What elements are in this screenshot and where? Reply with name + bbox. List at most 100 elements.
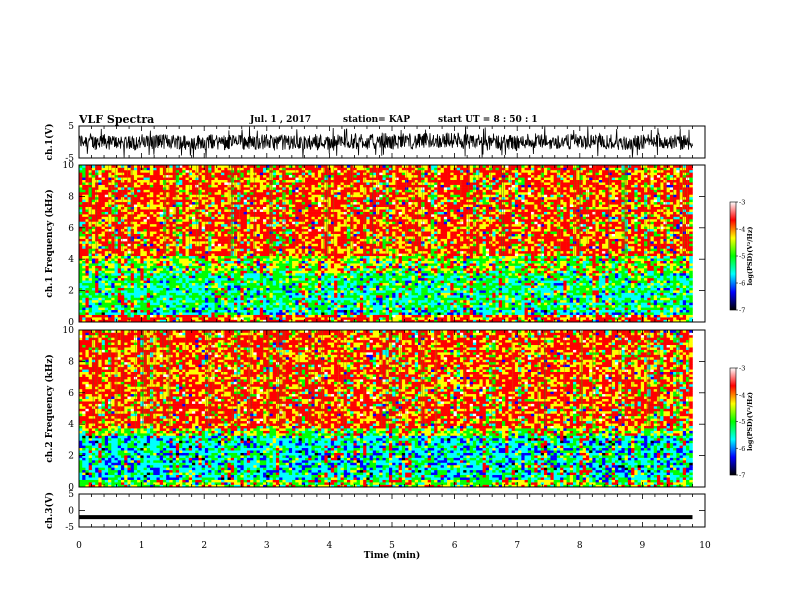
- heatmap-cell: [485, 302, 490, 306]
- heatmap-cell: [175, 312, 180, 315]
- heatmap-cell: [637, 287, 642, 291]
- heatmap-cell: [618, 292, 622, 296]
- heatmap-cell: [95, 277, 99, 281]
- heatmap-cell: [243, 319, 248, 323]
- heatmap-cell: [576, 299, 580, 303]
- heatmap-cell: [214, 282, 219, 286]
- heatmap-cell: [272, 280, 277, 284]
- heatmap-cell: [104, 290, 109, 293]
- heatmap-cell: [379, 317, 383, 320]
- heatmap-cell: [408, 299, 412, 303]
- heatmap-cell: [531, 275, 535, 279]
- heatmap-cell: [579, 295, 583, 298]
- heatmap-cell: [602, 285, 606, 288]
- heatmap-cell: [308, 292, 312, 296]
- heatmap-cell: [653, 272, 658, 276]
- heatmap-cell: [534, 265, 538, 269]
- heatmap-cell: [482, 275, 487, 279]
- heatmap-cell: [579, 275, 583, 279]
- heatmap-cell: [647, 319, 651, 323]
- heatmap-cell: [150, 309, 154, 313]
- heatmap-cell: [366, 287, 370, 291]
- heatmap-cell: [162, 287, 167, 291]
- heatmap-cell: [359, 309, 364, 313]
- heatmap-cell: [237, 297, 241, 301]
- heatmap-cell: [198, 282, 202, 286]
- heatmap-cell: [204, 258, 209, 261]
- heatmap-cell: [592, 287, 596, 291]
- heatmap-cell: [288, 268, 293, 271]
- heatmap-cell: [156, 312, 161, 315]
- heatmap-cell: [450, 260, 454, 264]
- heatmap-cell: [563, 263, 567, 266]
- heatmap-cell: [130, 319, 135, 323]
- heatmap-cell: [521, 314, 525, 318]
- heatmap-cell: [392, 280, 396, 284]
- heatmap-cell: [534, 314, 538, 318]
- heatmap-cell: [679, 265, 684, 269]
- heatmap-cell: [495, 280, 500, 284]
- heatmap-cell: [498, 275, 503, 279]
- heatmap-cell: [398, 285, 403, 288]
- heatmap-cell: [463, 280, 467, 284]
- heatmap-cell: [204, 285, 209, 288]
- heatmap-cell: [453, 309, 458, 313]
- heatmap-cell: [418, 270, 422, 274]
- heatmap-cell: [162, 263, 167, 266]
- heatmap-cell: [227, 265, 232, 269]
- heatmap-cell: [418, 268, 422, 271]
- heatmap-cell: [104, 304, 109, 308]
- heatmap-cell: [614, 290, 619, 293]
- heatmap-cell: [366, 270, 370, 274]
- heatmap-cell: [527, 287, 532, 291]
- heatmap-cell: [453, 295, 458, 298]
- heatmap-cell: [569, 270, 574, 274]
- heatmap-cell: [466, 295, 470, 298]
- heatmap-cell: [330, 277, 335, 281]
- heatmap-cell: [553, 309, 558, 313]
- heatmap-cell: [143, 299, 148, 303]
- heatmap-cell: [192, 260, 196, 264]
- heatmap-cell: [472, 295, 477, 298]
- heatmap-cell: [653, 319, 658, 323]
- heatmap-cell: [556, 260, 561, 264]
- heatmap-cell: [227, 304, 232, 308]
- heatmap-cell: [660, 260, 664, 264]
- heatmap-cell: [666, 268, 671, 271]
- heatmap-cell: [634, 292, 638, 296]
- heatmap-cell: [482, 292, 487, 296]
- heatmap-cell: [266, 295, 270, 298]
- heatmap-cell: [346, 314, 351, 318]
- heatmap-cell: [534, 268, 538, 271]
- heatmap-cell: [440, 295, 445, 298]
- heatmap-cell: [514, 287, 519, 291]
- heatmap-cell: [395, 295, 399, 298]
- heatmap-cell: [440, 265, 445, 269]
- heatmap-cell: [479, 290, 483, 293]
- heatmap-cell: [314, 270, 319, 274]
- heatmap-cell: [279, 292, 283, 296]
- heatmap-cell: [521, 275, 525, 279]
- heatmap-cell: [627, 307, 632, 311]
- heatmap-cell: [162, 265, 167, 269]
- heatmap-cell: [111, 307, 115, 311]
- heatmap-cell: [482, 314, 487, 318]
- heatmap-cell: [250, 292, 254, 296]
- heatmap-cell: [240, 282, 244, 286]
- heatmap-cell: [469, 292, 474, 296]
- heatmap-cell: [398, 297, 403, 301]
- heatmap-cell: [560, 270, 564, 274]
- heatmap-cell: [150, 287, 154, 291]
- heatmap-cell: [414, 260, 419, 264]
- heatmap-cell: [104, 292, 109, 296]
- heatmap-cell: [259, 275, 264, 279]
- heatmap-cell: [85, 304, 89, 308]
- heatmap-cell: [418, 280, 422, 284]
- heatmap-cell: [282, 299, 286, 303]
- heatmap-cell: [653, 312, 658, 315]
- heatmap-cell: [669, 280, 674, 284]
- heatmap-cell: [166, 304, 170, 308]
- heatmap-cell: [243, 272, 248, 276]
- heatmap-cell: [518, 317, 522, 320]
- heatmap-cell: [146, 272, 151, 276]
